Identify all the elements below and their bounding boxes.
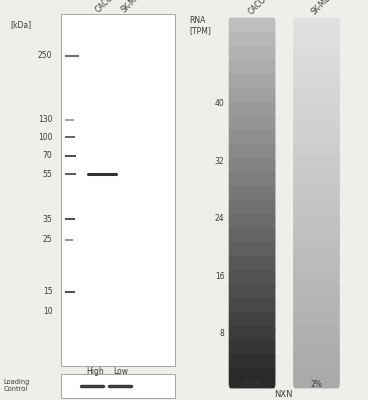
Text: 100: 100 — [38, 133, 52, 142]
Text: 130: 130 — [38, 116, 52, 124]
Text: 25: 25 — [43, 236, 52, 244]
Text: 16: 16 — [215, 272, 224, 281]
Text: 35: 35 — [43, 215, 52, 224]
FancyBboxPatch shape — [229, 298, 275, 318]
FancyBboxPatch shape — [293, 312, 340, 332]
Text: CACO-2: CACO-2 — [94, 0, 121, 14]
FancyBboxPatch shape — [229, 214, 275, 234]
FancyBboxPatch shape — [293, 326, 340, 346]
Text: NXN: NXN — [274, 390, 293, 399]
FancyBboxPatch shape — [293, 158, 340, 178]
Text: SK-MEL-30: SK-MEL-30 — [309, 0, 344, 16]
FancyBboxPatch shape — [293, 368, 340, 388]
FancyBboxPatch shape — [61, 14, 175, 366]
Text: Loading
Control: Loading Control — [4, 379, 30, 392]
Text: 32: 32 — [215, 157, 224, 166]
FancyBboxPatch shape — [293, 298, 340, 318]
FancyBboxPatch shape — [293, 46, 340, 66]
FancyBboxPatch shape — [229, 144, 275, 164]
FancyBboxPatch shape — [293, 256, 340, 276]
FancyBboxPatch shape — [229, 312, 275, 332]
FancyBboxPatch shape — [293, 214, 340, 234]
FancyBboxPatch shape — [229, 326, 275, 346]
Text: Low: Low — [113, 367, 128, 376]
FancyBboxPatch shape — [229, 186, 275, 206]
FancyBboxPatch shape — [229, 200, 275, 220]
Text: 250: 250 — [38, 52, 52, 60]
FancyBboxPatch shape — [293, 340, 340, 360]
FancyBboxPatch shape — [293, 200, 340, 220]
FancyBboxPatch shape — [293, 102, 340, 122]
FancyBboxPatch shape — [229, 228, 275, 248]
Text: 2%: 2% — [311, 380, 322, 389]
Text: 15: 15 — [43, 288, 52, 296]
FancyBboxPatch shape — [293, 116, 340, 136]
Text: 55: 55 — [43, 170, 52, 178]
FancyBboxPatch shape — [229, 368, 275, 388]
FancyBboxPatch shape — [229, 102, 275, 122]
Text: 100%: 100% — [241, 380, 263, 389]
FancyBboxPatch shape — [229, 242, 275, 262]
FancyBboxPatch shape — [293, 354, 340, 374]
FancyBboxPatch shape — [293, 284, 340, 304]
Text: 40: 40 — [215, 100, 224, 108]
FancyBboxPatch shape — [293, 60, 340, 80]
Text: [kDa]: [kDa] — [10, 20, 31, 29]
FancyBboxPatch shape — [229, 284, 275, 304]
FancyBboxPatch shape — [229, 270, 275, 290]
FancyBboxPatch shape — [229, 172, 275, 192]
FancyBboxPatch shape — [293, 242, 340, 262]
FancyBboxPatch shape — [229, 88, 275, 108]
Text: SK-MEL-30: SK-MEL-30 — [120, 0, 154, 14]
FancyBboxPatch shape — [61, 374, 175, 398]
FancyBboxPatch shape — [229, 32, 275, 52]
FancyBboxPatch shape — [229, 340, 275, 360]
Text: 8: 8 — [220, 330, 224, 338]
FancyBboxPatch shape — [293, 130, 340, 150]
FancyBboxPatch shape — [293, 228, 340, 248]
Text: High: High — [86, 367, 104, 376]
FancyBboxPatch shape — [293, 172, 340, 192]
FancyBboxPatch shape — [229, 130, 275, 150]
FancyBboxPatch shape — [293, 18, 340, 38]
Text: 24: 24 — [215, 214, 224, 223]
Text: CACO-2: CACO-2 — [247, 0, 273, 16]
Text: 10: 10 — [43, 308, 52, 316]
FancyBboxPatch shape — [229, 256, 275, 276]
FancyBboxPatch shape — [229, 116, 275, 136]
FancyBboxPatch shape — [229, 354, 275, 374]
FancyBboxPatch shape — [293, 88, 340, 108]
FancyBboxPatch shape — [229, 60, 275, 80]
FancyBboxPatch shape — [293, 270, 340, 290]
FancyBboxPatch shape — [293, 74, 340, 94]
Text: 70: 70 — [43, 152, 52, 160]
FancyBboxPatch shape — [293, 144, 340, 164]
FancyBboxPatch shape — [293, 186, 340, 206]
Text: RNA
[TPM]: RNA [TPM] — [190, 16, 211, 35]
FancyBboxPatch shape — [229, 46, 275, 66]
FancyBboxPatch shape — [229, 18, 275, 38]
FancyBboxPatch shape — [293, 32, 340, 52]
FancyBboxPatch shape — [229, 74, 275, 94]
FancyBboxPatch shape — [229, 158, 275, 178]
